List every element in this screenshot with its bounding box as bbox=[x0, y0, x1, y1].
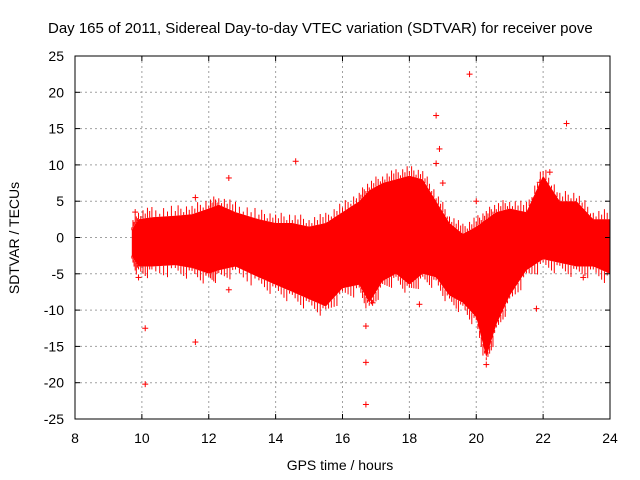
data-band bbox=[131, 175, 611, 358]
data-point-marker bbox=[416, 301, 423, 308]
x-tick-label: 8 bbox=[71, 430, 79, 446]
data-point-marker bbox=[466, 71, 473, 78]
data-point-marker bbox=[292, 158, 299, 165]
data-point-marker bbox=[192, 339, 199, 346]
data-band-layer bbox=[131, 166, 611, 361]
data-point-marker bbox=[192, 194, 199, 201]
y-tick-label: -10 bbox=[44, 302, 64, 318]
y-tick-label: -25 bbox=[44, 411, 64, 427]
x-tick-label: 24 bbox=[602, 430, 618, 446]
data-point-marker bbox=[483, 361, 490, 368]
data-point-marker bbox=[439, 180, 446, 187]
data-point-marker bbox=[135, 274, 142, 281]
data-point-marker bbox=[433, 112, 440, 119]
data-point-marker bbox=[132, 209, 139, 216]
data-point-marker bbox=[292, 287, 299, 294]
data-point-marker bbox=[436, 145, 443, 152]
x-tick-label: 20 bbox=[468, 430, 484, 446]
y-tick-label: -15 bbox=[44, 338, 64, 354]
chart-title: Day 165 of 2011, Sidereal Day-to-day VTE… bbox=[48, 20, 593, 37]
data-point-marker bbox=[473, 198, 480, 205]
x-tick-label: 18 bbox=[402, 430, 418, 446]
y-tick-label: -5 bbox=[52, 266, 65, 282]
y-tick-label: 5 bbox=[56, 193, 64, 209]
points-layer bbox=[132, 71, 587, 408]
data-point-marker bbox=[142, 325, 149, 332]
y-tick-label: 10 bbox=[48, 157, 64, 173]
x-tick-label: 12 bbox=[201, 430, 217, 446]
data-point-marker bbox=[142, 381, 149, 388]
x-tick-label: 10 bbox=[134, 430, 150, 446]
x-axis-label: GPS time / hours bbox=[287, 457, 394, 473]
data-point-marker bbox=[533, 305, 540, 312]
data-point-marker bbox=[362, 359, 369, 366]
data-point-marker bbox=[546, 169, 553, 176]
data-point-marker bbox=[563, 120, 570, 127]
data-point-marker bbox=[580, 274, 587, 281]
data-point-marker bbox=[362, 323, 369, 330]
data-point-marker bbox=[225, 286, 232, 293]
data-point-marker bbox=[225, 174, 232, 181]
data-point-marker bbox=[433, 160, 440, 167]
y-tick-label: 15 bbox=[48, 121, 64, 137]
x-tick-label: 14 bbox=[268, 430, 284, 446]
data-point-marker bbox=[369, 299, 376, 306]
x-tick-label: 16 bbox=[335, 430, 351, 446]
y-tick-label: -20 bbox=[44, 375, 64, 391]
axis-ticks-layer: 8 10 12 14 16 18 20 22 24 -25 -20 -15 -10 -5 0 5 10 15 20 2… bbox=[44, 48, 618, 446]
x-tick-label: 22 bbox=[535, 430, 551, 446]
y-tick-label: 20 bbox=[48, 84, 64, 100]
y-tick-label: 25 bbox=[48, 48, 64, 64]
y-axis-label: SDTVAR / TECUs bbox=[6, 182, 22, 294]
data-point-marker bbox=[536, 179, 543, 186]
y-tick-label: 0 bbox=[56, 230, 64, 246]
data-point-marker bbox=[362, 401, 369, 408]
